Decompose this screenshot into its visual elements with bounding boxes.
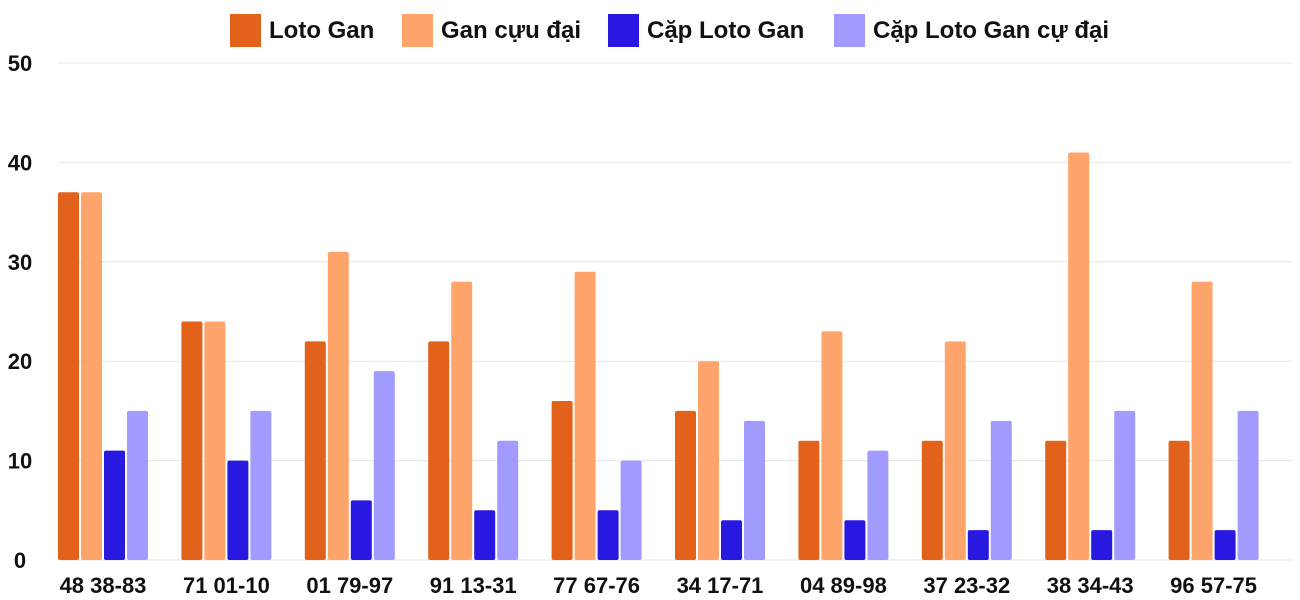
bar-gan-c-u-i-9: [1191, 281, 1213, 560]
bar-loto-gan-6: [798, 440, 820, 560]
bar-loto-gan-2: [304, 341, 326, 560]
bar-c-p-loto-gan-9: [1214, 530, 1236, 560]
bar-c-p-loto-gan-6: [844, 520, 866, 560]
x-tick-label: 96 57-75: [1170, 573, 1257, 598]
bar-loto-gan-4: [551, 400, 573, 560]
bar-c-p-loto-gan-c-i-8: [1114, 410, 1136, 560]
bar-c-p-loto-gan-7: [967, 530, 989, 560]
legend-label: Gan cựu đại: [441, 17, 581, 44]
legend-swatch: [608, 14, 639, 47]
bar-loto-gan-5: [675, 410, 696, 560]
bar-gan-c-u-i-5: [698, 361, 719, 560]
legend-item[interactable]: Loto Gan: [230, 14, 374, 47]
y-tick-label: 50: [8, 51, 32, 76]
bar-c-p-loto-gan-1: [227, 460, 249, 560]
bar-loto-gan-7: [921, 440, 943, 560]
x-tick-label: 01 79-97: [306, 573, 393, 598]
bar-c-p-loto-gan-c-i-0: [127, 410, 148, 560]
bar-c-p-loto-gan-c-i-7: [990, 420, 1012, 560]
x-tick-label: 71 01-10: [183, 573, 270, 598]
bar-c-p-loto-gan-c-i-6: [867, 450, 889, 560]
bar-c-p-loto-gan-2: [350, 500, 372, 560]
bar-c-p-loto-gan-8: [1091, 530, 1113, 560]
bar-c-p-loto-gan-c-i-3: [497, 440, 519, 560]
legend-swatch: [230, 14, 261, 47]
x-tick-label: 48 38-83: [60, 573, 147, 598]
bar-gan-c-u-i-1: [204, 321, 226, 560]
y-tick-label: 40: [8, 150, 32, 175]
bar-c-p-loto-gan-4: [597, 510, 619, 560]
y-tick-label: 20: [8, 349, 32, 374]
bar-loto-gan-9: [1168, 440, 1190, 560]
x-tick-label: 38 34-43: [1047, 573, 1134, 598]
bar-gan-c-u-i-4: [574, 271, 596, 560]
legend-swatch: [402, 14, 433, 47]
bar-c-p-loto-gan-5: [721, 520, 742, 560]
y-tick-label: 10: [8, 449, 32, 474]
bar-c-p-loto-gan-c-i-1: [250, 410, 272, 560]
legend: Loto Gan Gan cựu đại Cặp Loto Gan Cặp Loto …: [230, 14, 1109, 47]
bar-c-p-loto-gan-0: [104, 450, 125, 560]
bars: [58, 152, 1259, 561]
bar-c-p-loto-gan-3: [474, 510, 496, 560]
x-tick-label: 91 13-31: [430, 573, 517, 598]
bar-gan-c-u-i-8: [1068, 152, 1090, 560]
bar-c-p-loto-gan-c-i-5: [744, 420, 765, 560]
bar-loto-gan-8: [1045, 440, 1067, 560]
bar-gan-c-u-i-2: [327, 251, 349, 561]
bar-gan-c-u-i-6: [821, 331, 843, 560]
legend-label: Cặp Loto Gan: [647, 17, 804, 44]
x-tick-label: 37 23-32: [923, 573, 1010, 598]
x-axis-ticks: 48 38-83 71 01-10 01 79-97 91 13-31 77 67-76…: [60, 573, 1257, 598]
legend-item[interactable]: Cặp Loto Gan: [608, 14, 804, 47]
bar-gan-c-u-i-3: [451, 281, 473, 560]
bar-c-p-loto-gan-c-i-4: [620, 460, 642, 560]
bar-gan-c-u-i-7: [944, 341, 966, 560]
y-axis-ticks: 0 10 20 30 40 50: [8, 51, 32, 573]
legend-label: Loto Gan: [269, 17, 374, 44]
y-tick-label: 30: [8, 250, 32, 275]
bar-loto-gan-3: [428, 341, 450, 560]
y-tick-label: 0: [14, 548, 26, 573]
x-tick-label: 34 17-71: [677, 573, 764, 598]
legend-item[interactable]: Cặp Loto Gan cự đại: [834, 14, 1109, 47]
bar-c-p-loto-gan-c-i-2: [373, 371, 395, 560]
bar-c-p-loto-gan-c-i-9: [1237, 410, 1259, 560]
bar-loto-gan-1: [181, 321, 203, 560]
legend-label: Cặp Loto Gan cự đại: [873, 17, 1109, 44]
legend-swatch: [834, 14, 865, 47]
x-tick-label: 77 67-76: [553, 573, 640, 598]
x-tick-label: 04 89-98: [800, 573, 887, 598]
bar-loto-gan-0: [58, 192, 79, 560]
legend-item[interactable]: Gan cựu đại: [402, 14, 581, 47]
bar-gan-c-u-i-0: [81, 192, 102, 560]
